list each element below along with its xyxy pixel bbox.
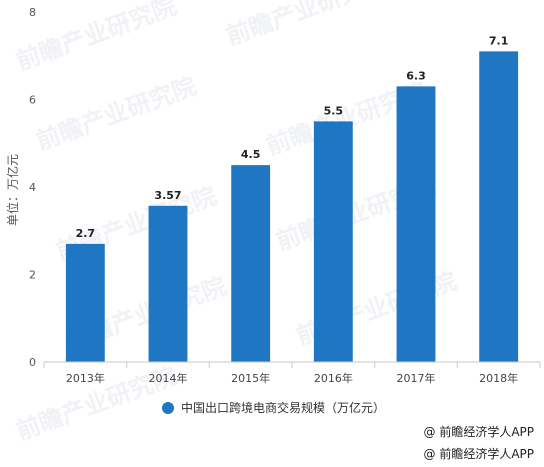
y-tick-label: 2 — [29, 269, 36, 282]
data-label: 2.7 — [76, 227, 96, 240]
y-tick-label: 8 — [29, 6, 36, 19]
bars-group: 2.7 3.57 4.5 5.5 6.3 7.1 — [65, 34, 519, 362]
x-tick-label: 2014年 — [149, 371, 188, 385]
legend: 中国出口跨境电商交易规模（万亿元） — [162, 399, 385, 416]
source-credit-1: @ 前瞻经济学人APP — [423, 425, 535, 439]
x-tick-label: 2018年 — [479, 371, 518, 385]
watermark-text: 前瞻产业研究院 — [222, 0, 389, 51]
x-tick-label: 2013年 — [66, 371, 105, 385]
y-tick-label: 6 — [29, 94, 36, 107]
legend-marker — [162, 401, 174, 414]
y-tick-label: 0 — [29, 356, 36, 369]
data-label: 7.1 — [489, 34, 509, 47]
data-label: 4.5 — [241, 148, 261, 161]
data-label: 5.5 — [324, 104, 344, 117]
legend-label: 中国出口跨境电商交易规模（万亿元） — [181, 401, 386, 415]
x-tick-label: 2016年 — [314, 371, 353, 385]
bar — [148, 205, 188, 362]
y-axis-ticks: 0 2 4 6 8 — [29, 6, 36, 369]
source-credit-2: @ 前瞻经济学人APP — [423, 447, 535, 461]
x-tick-label: 2017年 — [397, 371, 436, 385]
data-label: 6.3 — [406, 69, 426, 82]
bar — [396, 86, 436, 362]
x-tick-label: 2015年 — [231, 371, 270, 385]
y-axis-label-group: 单位：万亿元 — [5, 154, 20, 226]
y-tick-label: 4 — [29, 181, 36, 194]
y-axis-label: 单位：万亿元 — [5, 154, 20, 226]
data-label: 3.57 — [154, 189, 181, 202]
bar — [313, 121, 353, 362]
bar — [65, 243, 105, 362]
watermark-text: 前瞻产业研究院 — [32, 72, 199, 156]
bar — [231, 165, 271, 362]
x-axis: 2013年 2014年 2015年 2016年 2017年 2018年 — [43, 361, 541, 385]
bar — [479, 51, 519, 362]
watermark-text: 前瞻产业研究院 — [12, 0, 179, 76]
